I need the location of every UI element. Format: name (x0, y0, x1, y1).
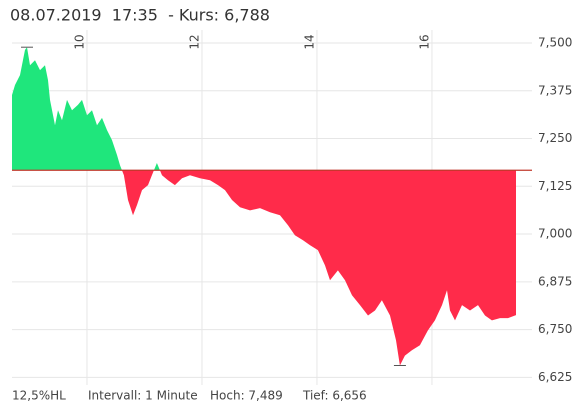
x-tick-label: 16 (417, 34, 431, 49)
x-tick-label: 12 (187, 34, 201, 49)
y-tick-label: 7,125 (538, 179, 572, 193)
y-tick-label: 6,625 (538, 370, 572, 384)
footer-item: Hoch: 7,489 (210, 389, 283, 403)
y-tick-label: 7,375 (538, 83, 572, 97)
price-area (12, 47, 516, 366)
y-tick-label: 7,500 (538, 35, 572, 49)
x-tick-label: 10 (72, 34, 86, 49)
y-tick-label: 7,000 (538, 227, 572, 241)
y-tick-label: 6,875 (538, 274, 572, 288)
chart-title: 08.07.2019 17:35 - Kurs: 6,788 (10, 6, 270, 25)
y-tick-label: 7,250 (538, 131, 572, 145)
x-tick-label: 14 (302, 34, 316, 49)
footer-item: Tief: 6,656 (302, 389, 367, 403)
y-tick-label: 6,750 (538, 322, 572, 336)
footer-item: Intervall: 1 Minute (88, 389, 198, 403)
footer-item: 12,5%HL (12, 389, 66, 403)
